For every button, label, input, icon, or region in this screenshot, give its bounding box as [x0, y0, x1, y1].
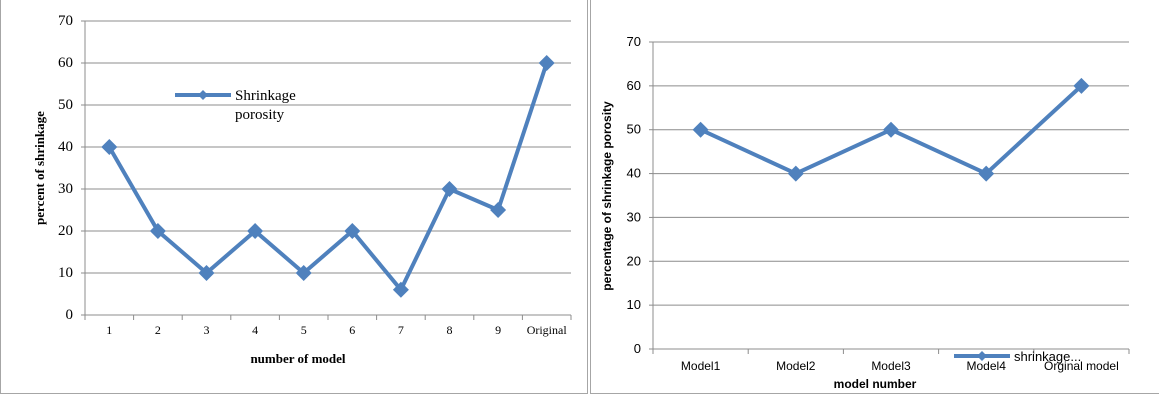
y-tick-label: 0 — [634, 341, 641, 356]
chart-left-svg: 0 10 20 30 40 50 60 70 1 2 3 4 5 6 7 8 9 Original number o… — [32, 13, 572, 366]
y-tick-label: 60 — [627, 78, 641, 93]
x-tick-label: Orginal model — [1044, 359, 1119, 373]
x-tick-label: 7 — [398, 323, 404, 337]
data-point — [198, 265, 215, 281]
data-point — [247, 223, 264, 239]
data-point — [295, 265, 312, 281]
chart-left: 0 10 20 30 40 50 60 70 1 2 3 4 5 6 7 8 9 Original number o… — [0, 0, 588, 394]
chart-right: 0 10 20 30 40 50 60 70 Model1 Model2 Model3 Model4 O… — [590, 0, 1159, 394]
x-tick-label: 6 — [349, 323, 355, 337]
x-axis-title: model number — [834, 377, 917, 391]
x-tick-label: 3 — [204, 323, 210, 337]
x-tick-label: Model3 — [871, 359, 911, 373]
x-tick-label: 5 — [301, 323, 307, 337]
y-tick-label: 60 — [58, 55, 73, 71]
data-point — [101, 139, 118, 155]
y-tick-label: 40 — [627, 166, 641, 181]
data-point — [787, 165, 804, 182]
legend-label: porosity — [235, 107, 285, 123]
y-tick-label: 20 — [58, 223, 73, 239]
data-point — [1073, 77, 1090, 94]
x-tick-label: 1 — [106, 323, 112, 337]
series-line — [107, 62, 549, 292]
x-tick-label: 4 — [252, 323, 258, 337]
y-tick-label: 30 — [58, 181, 73, 197]
data-point — [978, 165, 995, 182]
y-tick-label: 0 — [66, 307, 74, 323]
y-axis-title: percent of shrinkage — [32, 111, 47, 225]
y-tick-label: 70 — [627, 34, 641, 49]
y-tick-label: 40 — [58, 139, 73, 155]
legend-marker — [977, 351, 987, 361]
data-point — [392, 281, 409, 298]
x-tick-label: Original — [527, 323, 568, 337]
y-axis-title: percentage of shrinkage porosity — [600, 101, 614, 291]
x-tick-label: 8 — [447, 323, 453, 337]
chart-right-svg: 0 10 20 30 40 50 60 70 Model1 Model2 Model3 Model4 O… — [600, 34, 1130, 391]
x-axis-title: number of model — [250, 351, 345, 366]
y-tick-label: 20 — [627, 253, 641, 268]
x-tick-label: 2 — [155, 323, 161, 337]
x-tick-label: Model4 — [967, 359, 1007, 373]
legend-marker — [198, 90, 208, 100]
y-tick-label: 50 — [58, 97, 73, 113]
data-point — [490, 202, 507, 218]
data-point — [344, 223, 361, 239]
y-tick-label: 10 — [627, 297, 641, 312]
x-tick-label: Model1 — [681, 359, 721, 373]
x-tick-label: 9 — [495, 323, 501, 337]
data-point — [538, 55, 555, 71]
y-tick-label: 30 — [627, 209, 641, 224]
y-tick-label: 10 — [58, 265, 73, 281]
legend-label: Shrinkage — [235, 88, 296, 104]
data-point — [441, 181, 458, 197]
data-point — [149, 223, 166, 239]
y-tick-label: 50 — [627, 122, 641, 137]
data-point — [692, 121, 709, 138]
x-tick-label: Model2 — [776, 359, 816, 373]
legend-label: shrinkage... — [1014, 349, 1081, 364]
y-tick-label: 70 — [58, 13, 73, 29]
data-point — [883, 121, 899, 138]
